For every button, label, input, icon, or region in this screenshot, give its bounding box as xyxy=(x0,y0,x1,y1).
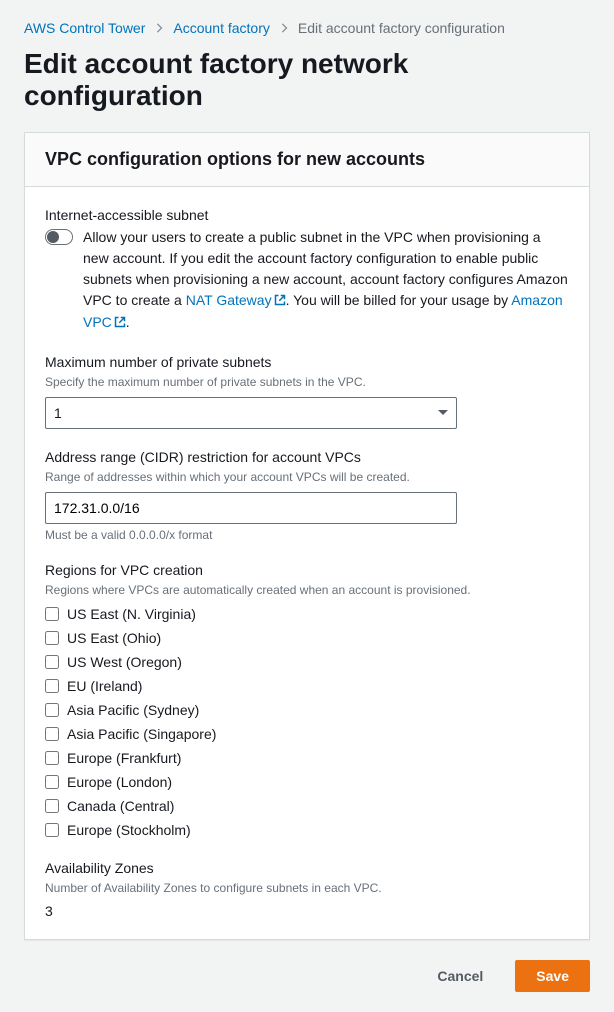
region-checkbox[interactable] xyxy=(45,655,59,669)
caret-down-icon xyxy=(438,410,448,415)
panel-header: VPC configuration options for new accoun… xyxy=(25,133,589,187)
region-checkbox[interactable] xyxy=(45,631,59,645)
region-row[interactable]: US West (Oregon) xyxy=(45,652,569,672)
region-checkbox[interactable] xyxy=(45,823,59,837)
region-row[interactable]: EU (Ireland) xyxy=(45,676,569,696)
internet-subnet-description: Allow your users to create a public subn… xyxy=(83,227,569,334)
region-label: Europe (Stockholm) xyxy=(67,820,191,840)
region-row[interactable]: Europe (Stockholm) xyxy=(45,820,569,840)
nat-gateway-link[interactable]: NAT Gateway xyxy=(186,292,286,308)
region-checkbox[interactable] xyxy=(45,703,59,717)
chevron-right-icon xyxy=(280,20,288,36)
region-label: EU (Ireland) xyxy=(67,676,142,696)
internet-subnet-label: Internet-accessible subnet xyxy=(45,207,569,223)
regions-field: Regions for VPC creation Regions where V… xyxy=(45,562,569,841)
region-row[interactable]: Asia Pacific (Singapore) xyxy=(45,724,569,744)
region-checkbox[interactable] xyxy=(45,679,59,693)
regions-label: Regions for VPC creation xyxy=(45,562,569,578)
form-actions: Cancel Save xyxy=(24,960,590,992)
breadcrumb-link-control-tower[interactable]: AWS Control Tower xyxy=(24,20,145,36)
region-checkbox[interactable] xyxy=(45,751,59,765)
vpc-config-panel: VPC configuration options for new accoun… xyxy=(24,132,590,940)
region-row[interactable]: Europe (London) xyxy=(45,772,569,792)
region-label: Canada (Central) xyxy=(67,796,174,816)
region-row[interactable]: Europe (Frankfurt) xyxy=(45,748,569,768)
save-button[interactable]: Save xyxy=(515,960,590,992)
max-subnets-select[interactable]: 1 xyxy=(45,397,457,429)
az-hint: Number of Availability Zones to configur… xyxy=(45,880,569,897)
max-subnets-value: 1 xyxy=(54,405,62,421)
regions-hint: Regions where VPCs are automatically cre… xyxy=(45,582,569,599)
region-row[interactable]: US East (Ohio) xyxy=(45,628,569,648)
region-checkbox[interactable] xyxy=(45,607,59,621)
breadcrumb-current: Edit account factory configuration xyxy=(298,20,505,36)
max-subnets-hint: Specify the maximum number of private su… xyxy=(45,374,569,391)
cidr-hint: Range of addresses within which your acc… xyxy=(45,469,569,486)
breadcrumb-link-account-factory[interactable]: Account factory xyxy=(173,20,270,36)
external-link-icon xyxy=(274,291,286,312)
cidr-field: Address range (CIDR) restriction for acc… xyxy=(45,449,569,542)
region-label: US East (Ohio) xyxy=(67,628,161,648)
cancel-button[interactable]: Cancel xyxy=(417,960,503,992)
page-title: Edit account factory network configurati… xyxy=(24,48,590,112)
region-label: Asia Pacific (Sydney) xyxy=(67,700,199,720)
panel-title: VPC configuration options for new accoun… xyxy=(45,149,569,170)
az-label: Availability Zones xyxy=(45,860,569,876)
region-label: US East (N. Virginia) xyxy=(67,604,196,624)
region-checkbox[interactable] xyxy=(45,799,59,813)
cidr-constraint: Must be a valid 0.0.0.0/x format xyxy=(45,528,569,542)
cidr-label: Address range (CIDR) restriction for acc… xyxy=(45,449,569,465)
breadcrumb: AWS Control Tower Account factory Edit a… xyxy=(24,20,590,36)
region-label: US West (Oregon) xyxy=(67,652,182,672)
external-link-icon xyxy=(114,313,126,334)
max-subnets-field: Maximum number of private subnets Specif… xyxy=(45,354,569,429)
regions-list: US East (N. Virginia) US East (Ohio) US … xyxy=(45,604,569,840)
cidr-input[interactable] xyxy=(45,492,457,524)
region-checkbox[interactable] xyxy=(45,727,59,741)
internet-subnet-field: Internet-accessible subnet Allow your us… xyxy=(45,207,569,334)
max-subnets-label: Maximum number of private subnets xyxy=(45,354,569,370)
region-row[interactable]: Canada (Central) xyxy=(45,796,569,816)
region-label: Europe (London) xyxy=(67,772,172,792)
az-value: 3 xyxy=(45,903,569,919)
region-row[interactable]: US East (N. Virginia) xyxy=(45,604,569,624)
region-checkbox[interactable] xyxy=(45,775,59,789)
region-row[interactable]: Asia Pacific (Sydney) xyxy=(45,700,569,720)
region-label: Asia Pacific (Singapore) xyxy=(67,724,216,744)
az-field: Availability Zones Number of Availabilit… xyxy=(45,860,569,919)
region-label: Europe (Frankfurt) xyxy=(67,748,181,768)
internet-subnet-toggle[interactable] xyxy=(45,229,73,245)
chevron-right-icon xyxy=(155,20,163,36)
